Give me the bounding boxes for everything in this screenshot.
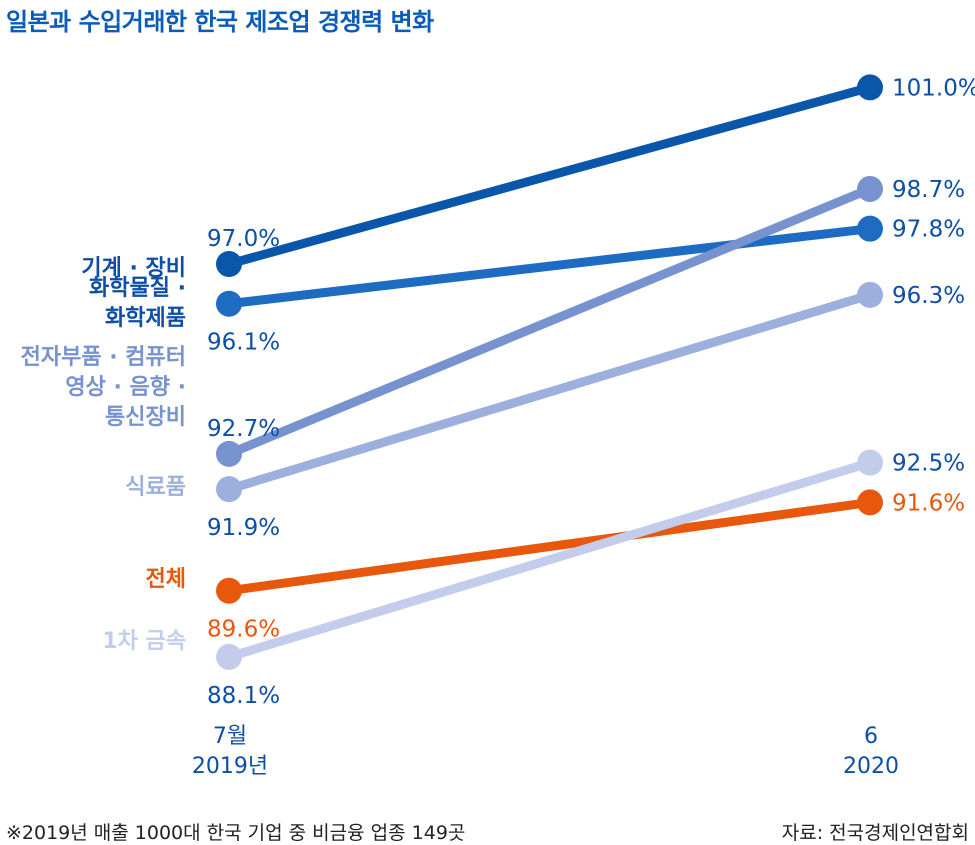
point-4-2019 xyxy=(216,577,242,604)
series-line-2 xyxy=(224,184,875,459)
series-line-5 xyxy=(224,458,875,662)
x-category-2020-line2: 2020 xyxy=(843,754,899,779)
series-name-2-line-1: 영상 · 음향 · xyxy=(65,375,186,400)
point-2-2019 xyxy=(216,440,242,467)
point-3-2019 xyxy=(216,476,242,503)
point-2-2020 xyxy=(857,175,883,202)
series-line-3 xyxy=(224,290,875,494)
point-1-2019 xyxy=(216,290,242,317)
series-line-0 xyxy=(224,82,875,269)
footnote: ※2019년 매출 1000대 한국 기업 중 비금융 업종 149곳 xyxy=(6,822,466,844)
series-name-1-line-1: 화학제품 xyxy=(105,306,186,331)
value-label-0-2019: 97.0% xyxy=(207,226,280,252)
x-category-2019-line2: 2019년 xyxy=(191,754,269,779)
point-3-2020 xyxy=(857,281,883,308)
point-5-2019 xyxy=(216,643,242,670)
value-label-5-2020: 92.5% xyxy=(892,451,965,477)
point-0-2020 xyxy=(857,74,883,101)
series-name-4-line-0: 전체 xyxy=(146,567,186,592)
point-1-2020 xyxy=(857,215,883,242)
x-category-2020-line1: 6 xyxy=(864,724,878,749)
source-credit: 자료: 전국경제인연합회 xyxy=(781,822,969,844)
value-label-0-2020: 101.0% xyxy=(892,75,975,101)
x-category-2019-line1: 7월 xyxy=(212,724,248,749)
point-5-2020 xyxy=(857,449,883,476)
value-label-5-2019: 88.1% xyxy=(207,683,280,709)
series-line-1 xyxy=(224,224,875,309)
chart-title: 일본과 수입거래한 한국 제조업 경쟁력 변화 xyxy=(6,8,434,36)
series-name-5-line-0: 1차 금속 xyxy=(102,629,186,654)
value-label-4-2020: 91.6% xyxy=(892,490,965,516)
series-name-2-line-0: 전자부품 · 컴퓨터 xyxy=(21,345,186,370)
point-4-2020 xyxy=(857,489,883,516)
value-label-3-2020: 96.3% xyxy=(892,283,965,309)
series-name-3-line-0: 식료품 xyxy=(125,475,186,500)
series-name-2-line-2: 통신장비 xyxy=(105,405,186,430)
point-0-2019 xyxy=(216,251,242,277)
value-label-2-2020: 98.7% xyxy=(892,177,965,203)
series-name-1-line-0: 화학물질 · xyxy=(89,276,186,301)
value-label-3-2019: 91.9% xyxy=(207,515,280,541)
value-label-4-2019: 89.6% xyxy=(207,617,280,643)
series-line-4 xyxy=(224,497,875,596)
x-category-2019: 7월 2019년 xyxy=(170,722,290,782)
value-label-1-2020: 97.8% xyxy=(892,217,965,243)
x-category-2020: 6 2020 xyxy=(811,722,931,782)
series-name-0-line-0: 기계 · 장비 xyxy=(81,256,186,281)
value-label-1-2019: 96.1% xyxy=(207,330,280,356)
value-label-2-2019: 92.7% xyxy=(207,416,280,442)
